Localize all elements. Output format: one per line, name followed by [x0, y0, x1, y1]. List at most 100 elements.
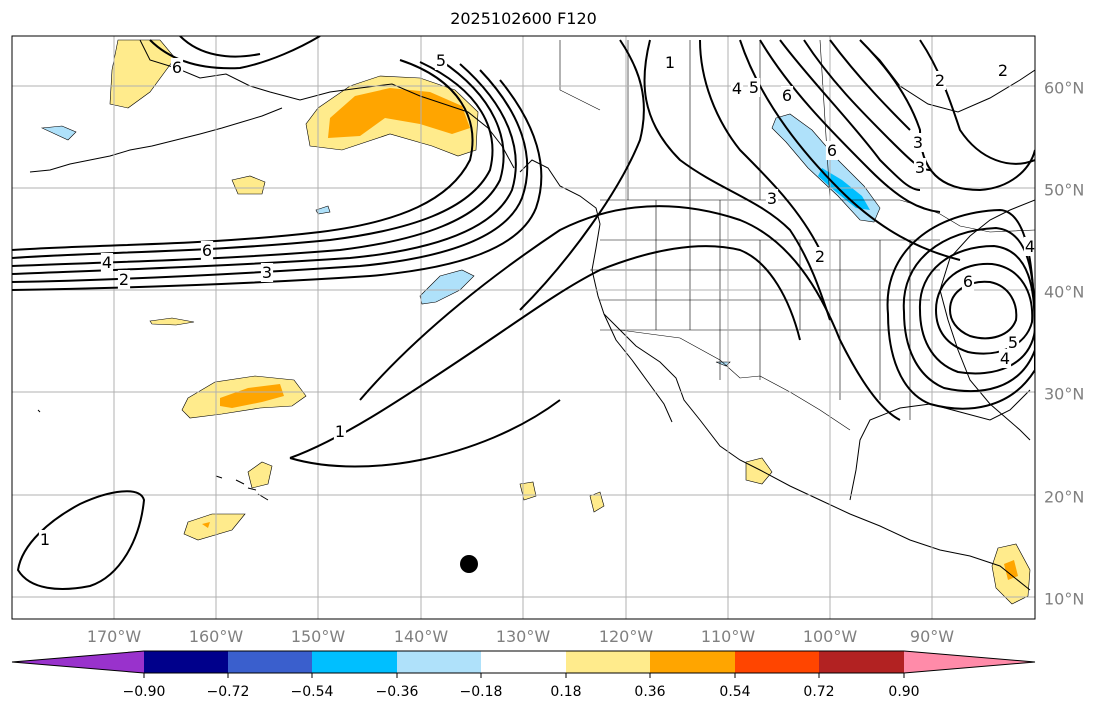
marker-dot: [460, 555, 478, 573]
lon-label: 170°W: [86, 627, 142, 646]
shade-yellow-small-6: [589, 491, 605, 513]
contour-label: 2: [815, 247, 825, 266]
lon-label: 130°W: [495, 627, 551, 646]
contour-3-west: [519, 39, 645, 311]
lon-label: 110°W: [700, 627, 756, 646]
shade-blue-small-2: [315, 205, 331, 215]
colorbar-tick-label: −0.36: [375, 684, 419, 700]
contour-label-bg: [813, 247, 827, 266]
colorbar-ticks: [143, 673, 905, 678]
colorbar-tick-label: −0.90: [122, 684, 166, 700]
contour-2-west: [359, 205, 901, 421]
contour-label: 1: [335, 422, 345, 441]
gulf-coast: [849, 389, 1031, 501]
lon-label: 120°W: [598, 627, 654, 646]
shade-blue-small-1: [40, 125, 77, 141]
gridlines: [12, 36, 1035, 619]
contour-label: 6: [202, 241, 212, 260]
contour-label-bg: [1006, 333, 1020, 352]
contour-label: 2: [119, 270, 129, 289]
contour-1-closed: [289, 399, 561, 468]
contour-label-bg: [747, 78, 761, 97]
contour-label: 3: [262, 263, 272, 282]
colorbar-segment: [566, 651, 650, 673]
contour-canada-2: [759, 39, 941, 213]
contour-canada-5: [829, 39, 911, 131]
contour-pacific-4: [12, 63, 517, 275]
contour-label-bg: [998, 349, 1012, 368]
shade-hawaii-orange: [220, 384, 284, 408]
shade-bering-yellow: [109, 39, 176, 109]
alaska-coast: [139, 39, 515, 169]
contour-north-east: [919, 39, 1035, 165]
colorbar-extend-max: [904, 651, 1035, 673]
shade-yellow-small-2: [149, 317, 195, 326]
shade-orange-small-4: [202, 522, 210, 528]
contour-great-lakes-2: [934, 262, 1034, 355]
contour-canada-3: [779, 39, 921, 191]
shade-cyan-canada: [818, 168, 870, 210]
contour-label: 3: [767, 189, 777, 208]
contour-pacific-6: [12, 79, 543, 291]
colorbar-segment: [397, 651, 481, 673]
lon-label: 160°W: [188, 627, 244, 646]
contour-label: 4: [1025, 237, 1035, 256]
colorbar-segment: [735, 651, 819, 673]
contour-pacific-2: [12, 61, 494, 259]
shade-yellow-small-4: [183, 513, 246, 541]
contour-bering: [149, 36, 321, 70]
contour-label: 6: [782, 86, 792, 105]
colorbar-tick-label: 0.72: [803, 684, 835, 700]
colorbar-segment: [650, 651, 735, 673]
contour-label-bg: [170, 58, 184, 77]
east-coast: [939, 199, 1035, 441]
contour-label: 4: [102, 253, 112, 272]
contour-label-bg: [961, 272, 975, 291]
lat-label: 50°N: [1044, 180, 1085, 200]
contour-1-trough: [289, 245, 801, 459]
colorbar-tick-label: −0.72: [206, 684, 250, 700]
map-frame: [11, 35, 1036, 620]
canada-provinces: [559, 39, 831, 201]
contour-pacific-1: [12, 59, 474, 251]
contour-label-bg: [1023, 237, 1035, 256]
map-title: 2025102600 F120: [450, 9, 597, 28]
west-coast: [519, 159, 1031, 591]
lon-label: 100°W: [802, 627, 858, 646]
contour-label-bg: [825, 141, 839, 160]
contour-label: 6: [963, 272, 973, 291]
colorbar-segment: [819, 651, 904, 673]
colorbar-extend-min: [12, 651, 144, 673]
aleutian-chain: [29, 107, 283, 173]
contour-label: 4: [1000, 349, 1010, 368]
contour-pacific-5: [12, 69, 529, 283]
contour-label-bg: [913, 158, 927, 177]
colorbar-segment: [312, 651, 397, 673]
contour-label-bg: [260, 263, 274, 282]
hawaii-islands: [215, 475, 269, 501]
contour-label-bg: [434, 51, 448, 70]
lat-label: 40°N: [1044, 282, 1085, 302]
baja: [603, 313, 673, 423]
lat-label: 30°N: [1044, 384, 1085, 404]
contour-label: 2: [935, 71, 945, 90]
lon-label: 150°W: [290, 627, 346, 646]
contour-label: 3: [913, 133, 923, 152]
lat-label: 10°N: [1044, 589, 1085, 609]
contour-label-bg: [765, 189, 779, 208]
contour-pacific-3: [12, 59, 505, 267]
shaded-field: [40, 39, 1031, 605]
lat-label: 20°N: [1044, 487, 1085, 507]
us-canada-border: [600, 199, 1035, 233]
contour-label-bg: [38, 530, 52, 549]
shade-orange-central-am: [1004, 560, 1018, 580]
contour-canada-6: [859, 39, 1035, 192]
contour-label: 6: [827, 141, 837, 160]
contour-small-low: [16, 490, 146, 590]
contour-bering-2: [179, 36, 261, 58]
colorbar-tick-label: −0.18: [459, 684, 503, 700]
contour-label: 1: [40, 530, 50, 549]
contour-label-bg: [663, 53, 677, 72]
islands: [37, 409, 269, 501]
island-dot-1: [37, 409, 41, 413]
